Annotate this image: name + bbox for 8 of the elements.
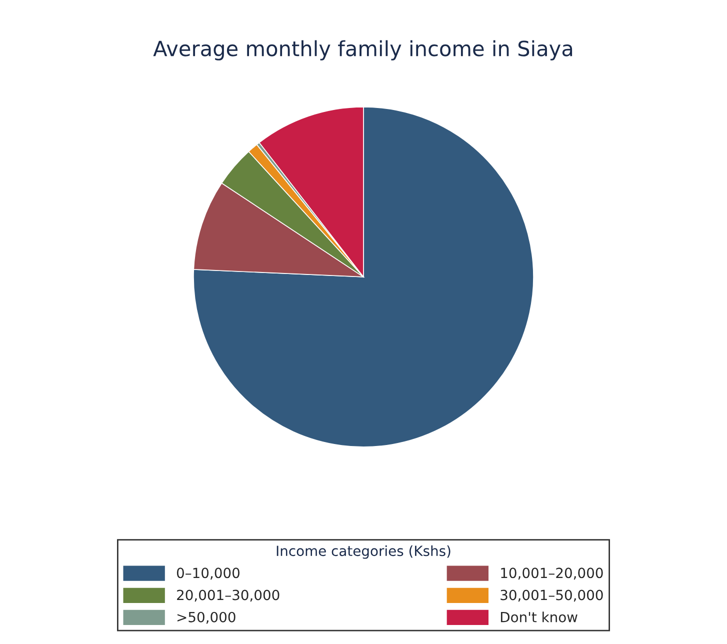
legend-title: Income categories (Kshs) [276, 545, 450, 559]
legend-label: Don't know [500, 612, 578, 622]
chart-title: Average monthly family income in Siaya [153, 40, 572, 60]
legend-label: 20,001–30,000 [177, 590, 280, 602]
legend-label: 0–10,000 [176, 568, 240, 580]
legend-label: 10,001–20,000 [501, 568, 603, 580]
legend-label: 30,001–50,000 [500, 590, 603, 602]
legend-label: >50,000 [177, 612, 236, 624]
